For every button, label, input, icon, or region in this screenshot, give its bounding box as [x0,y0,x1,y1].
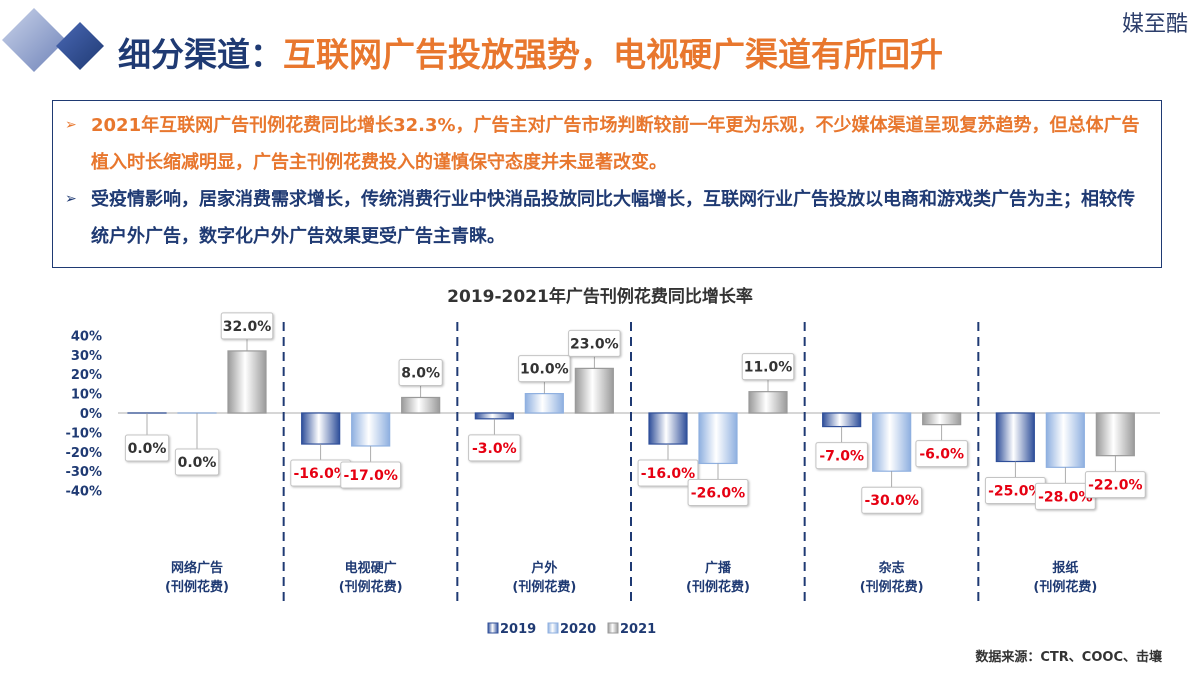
data-label-box [124,434,170,462]
bar-2021 [401,396,441,414]
summary-bullet: ➢ 2021年互联网广告刊例花费同比增长32.3%，广告主对广告市场判断较前一年… [63,107,1151,181]
bar-2020 [351,412,391,447]
growth-rate-bar-chart: 40% 30% 20% 10% 0% -10% -20% -30% -40% 0.0% 0.0% 32… [65,312,1160,637]
legend-swatch [487,622,499,634]
category-label: 报纸 [1052,560,1078,576]
category-label: 户外 [531,560,557,576]
bar-2019 [648,412,688,445]
data-label-box [1084,471,1146,499]
data-label-box [568,329,621,357]
summary-bullet-text: 2021年互联网广告刊例花费同比增长32.3%，广告主对广告市场判断较前一年更为… [91,115,1140,173]
data-label: 8.0% [401,365,440,381]
data-label-box [861,486,923,514]
data-label-box [468,434,521,462]
category-label: 电视硬广 [345,560,397,576]
data-label: 11.0% [744,360,793,376]
bar-2019 [474,412,514,420]
page-title-prefix: 细分渠道： [118,35,283,74]
data-source: 数据来源：CTR、COOC、击壤 [975,650,1162,665]
summary-bullet: ➢ 受疫情影响，居家消费需求增长，传统消费行业中快消品投放同比大幅增长，互联网行… [63,181,1151,255]
chart-title: 2019-2021年广告刊例花费同比增长率 [447,287,753,307]
data-label: 0.0% [178,455,217,471]
bar-2021 [1095,412,1135,457]
data-label-box [815,442,868,470]
data-label: -26.0% [691,485,745,501]
category-label: (刊例花费) [686,579,750,595]
arrow-bullet-icon: ➢ [65,117,77,133]
data-label-box [637,459,699,487]
data-label: -16.0% [641,466,695,482]
data-label: -17.0% [343,468,397,484]
arrow-bullet-icon: ➢ [65,191,77,207]
legend-swatch [547,622,559,634]
data-label: -16.0% [293,466,347,482]
y-tick-label: -30% [65,465,102,480]
y-tick-label: 10% [71,388,102,403]
category-label: (刊例花费) [165,579,229,595]
data-label: -7.0% [819,449,864,465]
bar-2019 [301,412,341,445]
data-label: 32.0% [223,319,272,335]
data-label-box [518,355,571,383]
bar-2021 [922,412,962,426]
bar-2020 [872,412,912,472]
decorative-diamond-icon [2,8,104,72]
data-label: -25.0% [988,484,1042,500]
y-tick-label: -20% [65,446,102,461]
category-label: 网络广告 [171,560,223,576]
data-label: 23.0% [570,336,619,352]
category-label: (刊例花费) [1033,579,1097,595]
bar-2020 [1045,412,1085,468]
data-label: 10.0% [520,362,569,378]
data-label-box [915,440,968,468]
data-label: -30.0% [864,493,918,509]
category-label: (刊例花费) [512,579,576,595]
y-tick-label: 30% [71,349,102,364]
legend-label: 2020 [560,622,596,637]
page-title: 细分渠道：互联网广告投放强势，电视硬广渠道有所回升 [118,28,943,76]
category-label: (刊例花费) [860,579,924,595]
data-label: -28.0% [1038,489,1092,505]
legend-swatch [607,622,619,634]
category-label: (刊例花费) [339,579,403,595]
data-label: 0.0% [128,441,167,457]
y-tick-label: 40% [71,329,102,344]
bar-2020 [524,392,564,414]
bar-2020 [698,412,738,465]
bar-2021 [748,391,788,414]
summary-bullet-text: 受疫情影响，居家消费需求增长，传统消费行业中快消品投放同比大幅增长，互联网行业广… [91,189,1135,247]
y-tick-label: -40% [65,485,102,500]
data-label-box [741,353,795,381]
data-label-box [398,358,443,386]
legend-label: 2019 [500,622,536,637]
y-tick-label: 20% [71,368,102,383]
category-label: 杂志 [879,560,905,576]
bar-2021 [574,367,614,414]
category-label: 广播 [705,560,732,576]
data-label: -6.0% [919,447,964,463]
page-title-main: 互联网广告投放强势，电视硬广渠道有所回升 [283,35,943,74]
data-label-box [220,312,274,340]
bar-2019 [995,412,1035,463]
data-label: -3.0% [472,441,517,457]
legend-label: 2021 [620,622,656,637]
bar-2021 [227,350,267,414]
y-tick-label: 0% [80,407,102,422]
data-label-box [174,448,220,476]
bar-2019 [822,412,862,428]
data-label-box [340,461,402,489]
brand-logo-text: 媒至酷 [1121,12,1188,37]
summary-box: ➢ 2021年互联网广告刊例花费同比增长32.3%，广告主对广告市场判断较前一年… [52,100,1162,268]
data-label: -22.0% [1088,478,1142,494]
y-tick-label: -10% [65,426,102,441]
data-label-box [687,478,749,506]
